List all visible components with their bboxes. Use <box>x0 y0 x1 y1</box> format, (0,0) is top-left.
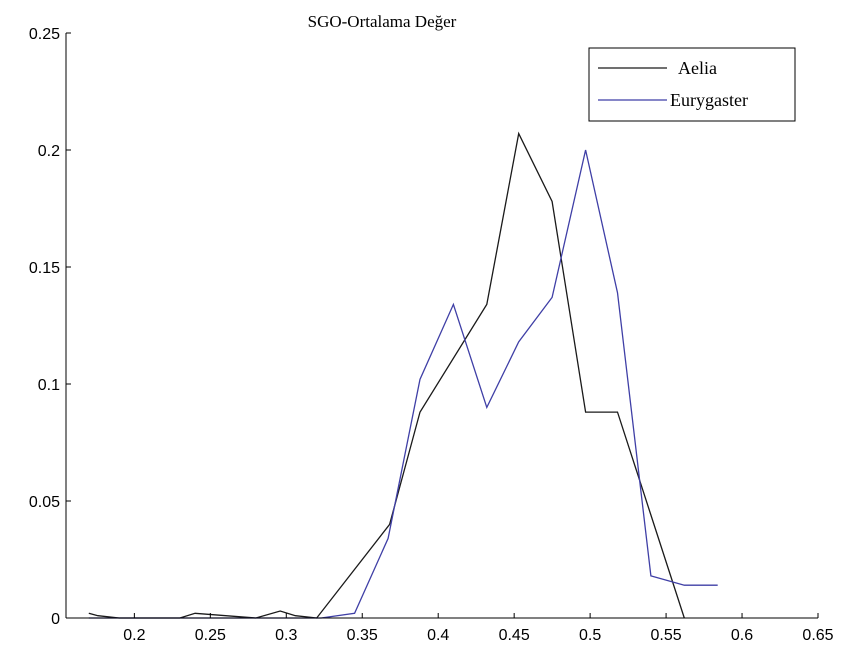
x-tick-label: 0.25 <box>195 627 226 644</box>
legend-label-eurygaster: Eurygaster <box>670 90 748 110</box>
legend-label-aelia: Aelia <box>678 58 717 78</box>
x-tick-label: 0.6 <box>731 627 753 644</box>
y-tick-label: 0.1 <box>38 377 60 394</box>
x-tick-label: 0.45 <box>499 627 530 644</box>
x-tick-label: 0.5 <box>579 627 601 644</box>
series-line-aelia <box>88 131 685 619</box>
x-tick-label: 0.2 <box>123 627 145 644</box>
x-axis: 0.2 0.25 0.3 0.35 0.4 0.45 0.5 0.55 0.6 0.65 <box>66 613 834 644</box>
legend: Aelia Eurygaster <box>588 47 796 122</box>
x-tick-label: 0.35 <box>347 627 378 644</box>
plot-area <box>88 131 718 619</box>
y-axis: 0 0.05 0.1 0.15 0.2 0.25 <box>29 26 71 628</box>
series-line-eurygaster <box>88 149 718 619</box>
y-tick-label: 0 <box>51 611 60 628</box>
x-tick-label: 0.55 <box>651 627 682 644</box>
y-tick-label: 0.25 <box>29 26 60 43</box>
x-tick-label: 0.65 <box>802 627 833 644</box>
x-tick-label: 0.4 <box>427 627 449 644</box>
y-tick-label: 0.15 <box>29 260 60 277</box>
y-tick-label: 0.05 <box>29 494 60 511</box>
x-tick-label: 0.3 <box>275 627 297 644</box>
chart-title: SGO-Ortalama Değer <box>308 12 457 31</box>
y-tick-label: 0.2 <box>38 143 60 160</box>
legend-box <box>588 47 796 122</box>
